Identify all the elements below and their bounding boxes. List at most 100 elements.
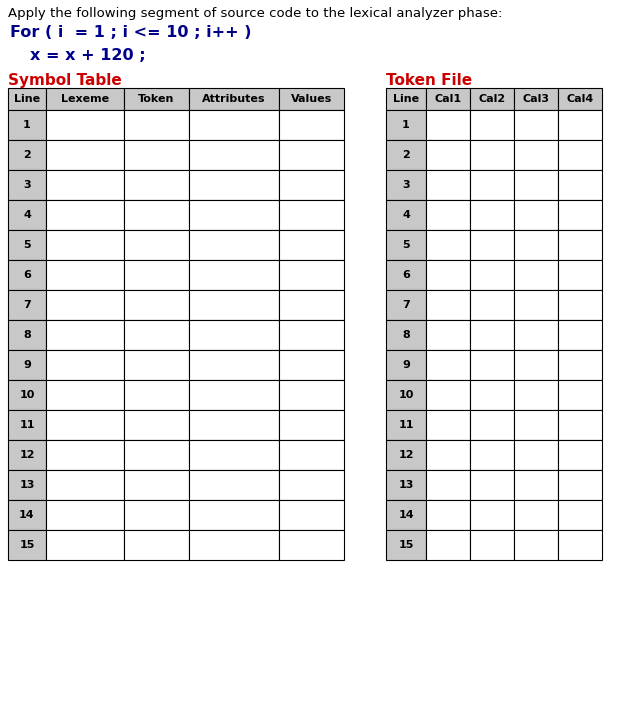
Bar	[46, 530, 124, 560]
Text: Cal1: Cal1	[434, 94, 461, 104]
Text: For ( i  = 1 ; i <= 10 ; i++ ): For ( i = 1 ; i <= 10 ; i++ )	[10, 25, 252, 40]
Bar	[46, 320, 124, 350]
Bar	[470, 410, 514, 440]
Text: 7: 7	[402, 300, 410, 310]
Bar	[8, 380, 46, 410]
Bar	[8, 200, 46, 230]
Text: 3: 3	[23, 180, 31, 190]
Text: 13: 13	[398, 480, 414, 490]
Bar	[279, 230, 344, 260]
Bar	[514, 200, 558, 230]
Bar	[189, 230, 279, 260]
Bar	[279, 500, 344, 530]
Bar	[386, 470, 426, 500]
Text: 6: 6	[23, 270, 31, 280]
Bar	[558, 470, 602, 500]
Bar	[46, 140, 124, 170]
Bar	[514, 530, 558, 560]
Bar	[124, 170, 189, 200]
Bar	[470, 260, 514, 290]
Bar	[558, 230, 602, 260]
Bar	[189, 380, 279, 410]
Bar	[124, 410, 189, 440]
Bar	[426, 470, 470, 500]
Text: Cal3: Cal3	[522, 94, 550, 104]
Bar	[8, 350, 46, 380]
Bar	[558, 170, 602, 200]
Bar	[124, 440, 189, 470]
Bar	[46, 230, 124, 260]
Bar	[189, 110, 279, 140]
Bar	[8, 410, 46, 440]
Text: 5: 5	[402, 240, 410, 250]
Text: 8: 8	[23, 330, 31, 340]
Bar	[514, 110, 558, 140]
Bar	[426, 530, 470, 560]
Bar	[426, 500, 470, 530]
Text: 13: 13	[20, 480, 35, 490]
Bar	[386, 530, 426, 560]
Bar	[46, 290, 124, 320]
Bar	[124, 200, 189, 230]
Text: 9: 9	[23, 360, 31, 370]
Bar	[558, 320, 602, 350]
Bar	[558, 410, 602, 440]
Bar	[189, 440, 279, 470]
Text: 4: 4	[23, 210, 31, 220]
Bar	[279, 200, 344, 230]
Text: 6: 6	[402, 270, 410, 280]
Bar	[514, 320, 558, 350]
Bar	[426, 320, 470, 350]
Bar	[386, 88, 426, 110]
Bar	[470, 470, 514, 500]
Bar	[46, 88, 124, 110]
Bar	[426, 200, 470, 230]
Text: 5: 5	[23, 240, 31, 250]
Bar	[426, 140, 470, 170]
Bar	[46, 200, 124, 230]
Text: Apply the following segment of source code to the lexical analyzer phase:: Apply the following segment of source co…	[8, 7, 502, 20]
Bar	[279, 440, 344, 470]
Bar	[470, 440, 514, 470]
Bar	[279, 260, 344, 290]
Text: 14: 14	[398, 510, 414, 520]
Bar	[470, 290, 514, 320]
Bar	[8, 290, 46, 320]
Bar	[514, 500, 558, 530]
Bar	[386, 440, 426, 470]
Bar	[558, 530, 602, 560]
Bar	[514, 88, 558, 110]
Bar	[279, 290, 344, 320]
Bar	[279, 470, 344, 500]
Bar	[46, 110, 124, 140]
Bar	[279, 140, 344, 170]
Bar	[558, 380, 602, 410]
Bar	[189, 470, 279, 500]
Bar	[8, 140, 46, 170]
Bar	[8, 440, 46, 470]
Bar	[514, 290, 558, 320]
Bar	[386, 290, 426, 320]
Bar	[426, 350, 470, 380]
Bar	[558, 500, 602, 530]
Bar	[386, 170, 426, 200]
Text: Attributes: Attributes	[203, 94, 266, 104]
Bar	[124, 320, 189, 350]
Bar	[470, 200, 514, 230]
Bar	[124, 500, 189, 530]
Bar	[558, 200, 602, 230]
Bar	[279, 350, 344, 380]
Bar	[189, 530, 279, 560]
Bar	[514, 140, 558, 170]
Bar	[426, 380, 470, 410]
Bar	[46, 170, 124, 200]
Bar	[470, 170, 514, 200]
Text: Lexeme: Lexeme	[61, 94, 109, 104]
Text: 15: 15	[398, 540, 414, 550]
Bar	[386, 230, 426, 260]
Bar	[279, 110, 344, 140]
Bar	[514, 380, 558, 410]
Bar	[8, 530, 46, 560]
Text: x = x + 120 ;: x = x + 120 ;	[30, 48, 146, 63]
Bar	[470, 530, 514, 560]
